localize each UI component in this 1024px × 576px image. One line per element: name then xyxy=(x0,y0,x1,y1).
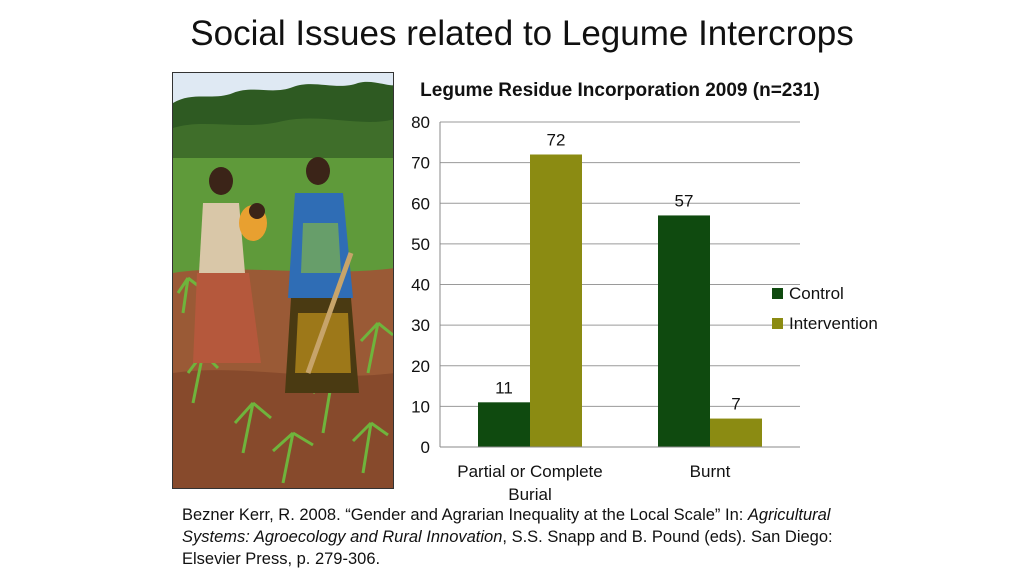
x-tick-label: Partial or Complete xyxy=(457,462,603,481)
bar-control-0 xyxy=(478,402,530,447)
y-tick-label: 70 xyxy=(411,154,430,173)
data-label: 72 xyxy=(547,131,566,150)
gridlines xyxy=(440,121,800,448)
data-label: 7 xyxy=(731,395,740,414)
citation-publisher: , S.S. Snapp and B. Pound (eds). San Die… xyxy=(182,528,833,568)
data-labels: 11 72 57 7 xyxy=(495,131,741,414)
x-axis: Partial or Complete Burial Burnt xyxy=(440,446,800,504)
data-label: 57 xyxy=(675,191,694,210)
field-photo xyxy=(172,72,394,489)
y-tick-label: 20 xyxy=(411,357,430,376)
x-tick-label: Burnt xyxy=(690,462,731,481)
legend-label-intervention: Intervention xyxy=(789,314,878,333)
y-tick-label: 30 xyxy=(411,316,430,335)
y-tick-label: 40 xyxy=(411,276,430,295)
legend-swatch-control xyxy=(772,288,783,299)
legend: Control Intervention xyxy=(772,284,878,333)
y-axis: 0 10 20 30 40 50 60 70 80 xyxy=(411,113,441,457)
bar-intervention-1 xyxy=(710,418,762,447)
bars xyxy=(478,154,762,447)
y-tick-label: 0 xyxy=(421,438,430,457)
chart-title: Legume Residue Incorporation 2009 (n=231… xyxy=(420,80,820,101)
bar-intervention-0 xyxy=(530,154,582,447)
y-tick-label: 80 xyxy=(411,113,430,132)
citation-book-title: Agricultural Systems: Agroecology and Ru… xyxy=(182,506,831,546)
legend-label-control: Control xyxy=(789,284,844,303)
data-label: 11 xyxy=(495,378,513,397)
field-photo-image xyxy=(173,73,393,488)
citation-author: Bezner Kerr, R. 2008. “Gender and Agrari… xyxy=(182,506,748,524)
y-tick-label: 10 xyxy=(411,397,430,416)
legend-swatch-intervention xyxy=(772,318,783,329)
bar-control-1 xyxy=(658,215,710,447)
bar-chart: Legume Residue Incorporation 2009 (n=231… xyxy=(411,80,878,504)
slide-title: Social Issues related to Legume Intercro… xyxy=(190,14,854,53)
y-tick-label: 50 xyxy=(411,235,430,254)
x-tick-label: Burial xyxy=(508,485,551,504)
citation: Bezner Kerr, R. 2008. “Gender and Agrari… xyxy=(182,504,882,570)
y-tick-label: 60 xyxy=(411,194,430,213)
